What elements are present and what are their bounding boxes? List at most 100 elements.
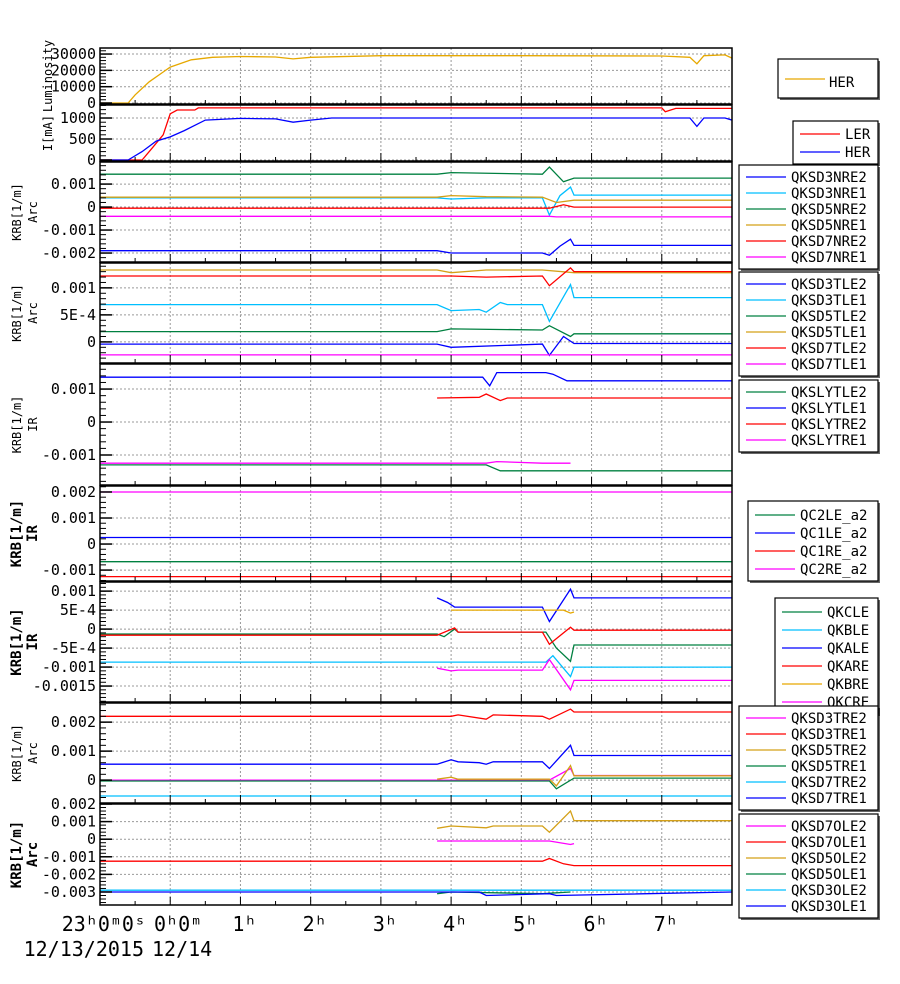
legend-label: QKCLE bbox=[827, 605, 869, 621]
y-tick-label: 0 bbox=[87, 413, 96, 431]
legend-label: QKBRE bbox=[827, 677, 869, 693]
series-line-qksd5nre1 bbox=[100, 194, 732, 204]
series-line-qksd5tre2 bbox=[437, 764, 732, 787]
legend-label: QKSD3OLE1 bbox=[791, 899, 867, 915]
series-line-qkbre bbox=[451, 609, 575, 614]
legend-box bbox=[738, 705, 879, 811]
y-tick-label: 0 bbox=[87, 151, 96, 169]
series-line-qksd3nre1 bbox=[100, 186, 732, 217]
y-tick-label: 0 bbox=[87, 535, 96, 553]
y-axis-title: IR bbox=[26, 417, 40, 432]
series-line-qksd3tle1 bbox=[100, 282, 732, 323]
legend-label: QKSLYTLE2 bbox=[791, 385, 867, 401]
y-tick-label: 0.002 bbox=[51, 713, 96, 731]
y-tick-label: 5E-4 bbox=[60, 306, 96, 324]
x-tick-label: 3ʰ bbox=[373, 912, 397, 936]
legend-label: QKSD7NRE2 bbox=[791, 234, 867, 250]
panel-8: 0.002 0.001 0 KRB[1/m] Arc bbox=[10, 702, 733, 804]
y-tick-label: 0.002 bbox=[51, 483, 96, 501]
y-tick-label: -0.0015 bbox=[33, 677, 96, 695]
x-tick-label: 1ʰ bbox=[232, 912, 256, 936]
series-line-qkble bbox=[100, 654, 732, 678]
y-tick-label: 0.001 bbox=[51, 742, 96, 760]
series-line-qksd7ole1 bbox=[100, 857, 732, 867]
legend-box bbox=[774, 597, 879, 715]
y-tick-label: 0.001 bbox=[51, 813, 96, 831]
y-tick-label: -0.001 bbox=[42, 658, 96, 676]
legend-label: QKSD5NRE1 bbox=[791, 218, 867, 234]
series-layer bbox=[100, 54, 732, 897]
y-tick-label: 0 bbox=[87, 333, 96, 351]
panel-2: 1000 500 0 I[mA] bbox=[41, 104, 733, 169]
legend-box bbox=[792, 120, 879, 165]
y-tick-label: 0.001 bbox=[51, 279, 96, 297]
series-line-qkslytle1 bbox=[100, 371, 732, 387]
y-axis-title: Arc bbox=[26, 201, 40, 223]
y-axis-title: KRB[1/m] bbox=[10, 284, 24, 342]
y-tick-label: 1000 bbox=[60, 109, 96, 127]
series-line-qkslytle2 bbox=[100, 464, 732, 472]
y-axis-title: Arc bbox=[26, 302, 40, 324]
series-line-qksd7tle2 bbox=[100, 267, 732, 287]
panel-frame bbox=[99, 702, 733, 804]
panel-frame bbox=[99, 262, 733, 364]
series-line-her bbox=[100, 117, 732, 161]
legend-label: LER bbox=[845, 127, 871, 143]
series-line-qksd3tle2 bbox=[100, 335, 732, 357]
legend-label: QKALE bbox=[827, 641, 869, 657]
panel-6: 0.002 0.001 0 -0.001 KRB[1/m] IR bbox=[9, 483, 733, 582]
x-tick-label: 4ʰ bbox=[443, 912, 467, 936]
y-axis-title: IR bbox=[25, 525, 41, 542]
y-axis-title: KRB[1/m] bbox=[10, 396, 24, 454]
legend-label: QC2LE_a2 bbox=[800, 508, 867, 524]
y-tick-label: 0 bbox=[87, 94, 96, 112]
series-line-qkale bbox=[436, 587, 732, 623]
series-line-qksd3ole1 bbox=[100, 891, 732, 897]
series-line-qksd7nre2 bbox=[100, 204, 732, 209]
legend-label: QKSD3NRE2 bbox=[791, 170, 867, 186]
legend-label: QKARE bbox=[827, 659, 869, 675]
x-date-label: 12/13/2015 bbox=[24, 937, 144, 961]
legend-label: QKSD5TRE2 bbox=[791, 743, 867, 759]
panel-frame bbox=[99, 363, 733, 486]
y-tick-label: 0 bbox=[87, 198, 96, 216]
legend-label: QKSD5TLE2 bbox=[791, 309, 867, 325]
series-line-qksd5tle2 bbox=[100, 324, 732, 338]
series-line-her bbox=[100, 54, 732, 104]
y-tick-label: -0.003 bbox=[42, 883, 96, 901]
x-tick-label: 7ʰ bbox=[654, 912, 678, 936]
series-line-qksd7nre1 bbox=[100, 215, 732, 218]
series-line-qkcle bbox=[100, 628, 732, 663]
legend-panel-4: QKSD3TLE2QKSD3TLE1QKSD5TLE2QKSD5TLE1QKSD… bbox=[738, 271, 880, 378]
x-tick-label: 5ʰ bbox=[513, 912, 537, 936]
legend-label: QKSD5OLE1 bbox=[791, 867, 867, 883]
y-tick-label: 0.001 bbox=[51, 175, 96, 193]
legend-box bbox=[747, 500, 879, 582]
legend-label: QC1RE_a2 bbox=[800, 544, 867, 560]
x-tick-label: 6ʰ bbox=[584, 912, 608, 936]
legend-label: QKSD7TLE2 bbox=[791, 341, 867, 357]
legend-label: HER bbox=[829, 75, 855, 91]
panel-frame bbox=[99, 104, 733, 162]
series-line-qksd3tre1 bbox=[100, 708, 732, 720]
legend-label: QKBLE bbox=[827, 623, 869, 639]
legend-box bbox=[738, 813, 879, 919]
series-line-qksd3nre2 bbox=[100, 238, 732, 257]
legend-label: QKSD7NRE1 bbox=[791, 250, 867, 266]
y-axis-title: IR bbox=[25, 633, 41, 650]
legend-panel-2: LER HER bbox=[792, 120, 880, 166]
y-axis-title: Arc bbox=[25, 842, 41, 867]
panel-4: 0.001 5E-4 0 KRB[1/m] Arc bbox=[10, 262, 733, 364]
y-tick-label: 0 bbox=[87, 620, 96, 638]
y-tick-label: -0.002 bbox=[42, 865, 96, 883]
series-line-qkcre bbox=[436, 658, 732, 692]
legend-label: HER bbox=[845, 145, 871, 161]
series-line-qksd5tre1 bbox=[100, 777, 732, 790]
x-date-label: 12/14 bbox=[152, 937, 212, 961]
legend-label: QKSLYTRE1 bbox=[791, 433, 867, 449]
